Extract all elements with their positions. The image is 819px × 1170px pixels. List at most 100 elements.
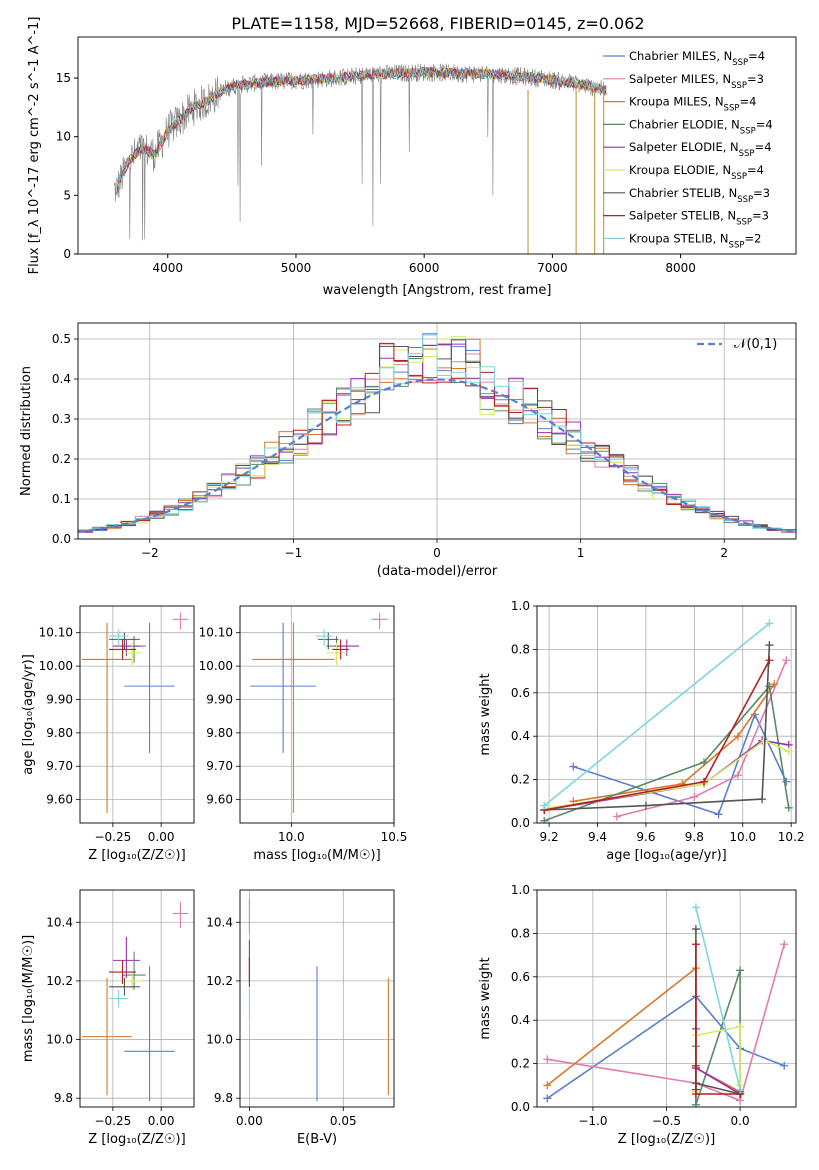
y-tick-label: 10.10 — [39, 626, 73, 640]
y-tick-label: 9.8 — [214, 1091, 233, 1105]
x-tick-label: 0.0 — [731, 1114, 750, 1128]
legend-label: Salpeter ELODIE, NSSP=4 — [629, 140, 772, 159]
weight-marker — [691, 925, 700, 934]
weight-marker — [736, 1085, 745, 1094]
legend-label: Salpeter MILES, NSSP=3 — [629, 72, 764, 91]
y-tick-label: 9.60 — [46, 793, 73, 807]
legend-label-main: Chabrier STELIB, N — [629, 186, 737, 200]
x-tick-label: 9.2 — [540, 830, 559, 844]
x-axis-label: Z [log₁₀(Z/Z☉)] — [88, 1132, 185, 1147]
y-axis-label: Normed distribution — [19, 366, 34, 496]
x-tick-label: 7000 — [537, 261, 568, 275]
y-tick-label: 0.4 — [52, 372, 71, 386]
weight-marker — [784, 747, 793, 756]
y-tick-label: 0.0 — [52, 532, 71, 546]
y-tick-label: 10.4 — [46, 915, 73, 929]
x-axis-label: (data-model)/error — [377, 564, 498, 579]
plot-area-spectrum — [113, 63, 607, 254]
weight-marker — [782, 656, 791, 665]
legend-label-main: Salpeter STELIB, N — [629, 209, 736, 223]
weight-marker — [758, 795, 767, 804]
panel-mass-vs-ebv: 0.00 0.05 9.8 10.0 10.2 10.4 E(B-V) — [206, 889, 395, 1147]
figure-title: PLATE=1158, MJD=52668, FIBERID=0145, z=0… — [231, 14, 644, 33]
gaussian-curve — [78, 378, 796, 534]
y-tick-label: 0 — [63, 247, 71, 261]
legend-label: Kroupa STELIB, NSSP=2 — [629, 231, 761, 250]
legend-label-sub: SSP — [739, 149, 755, 159]
y-tick-label: 0.4 — [511, 729, 530, 743]
plot-area-age-vs-z — [81, 612, 189, 813]
legend-label: 𝒩(0,1) — [734, 337, 777, 352]
x-axis-label: age [log₁₀(age/yr)] — [606, 848, 727, 863]
legend-label-main: Salpeter MILES, N — [629, 72, 731, 86]
x-tick-label: 0.00 — [148, 1114, 175, 1128]
weight-marker — [780, 1061, 789, 1070]
y-tick-label: 9.80 — [46, 726, 73, 740]
legend-label-main: Kroupa ELODIE, N — [629, 163, 731, 177]
x-tick-label: 5000 — [281, 261, 312, 275]
weight-marker — [714, 810, 723, 819]
x-tick-label: 8000 — [665, 261, 696, 275]
x-axis-label: Z [log₁₀(Z/Z☉)] — [618, 1132, 715, 1147]
residual-histogram — [78, 342, 796, 539]
legend-label-suffix: =4 — [756, 117, 773, 131]
weight-series-line — [573, 683, 775, 803]
x-tick-label: 0.00 — [148, 830, 175, 844]
legend-label-suffix: =3 — [752, 209, 769, 223]
legend-label-sub: SSP — [736, 218, 752, 228]
x-tick-label: −1 — [285, 546, 303, 560]
weight-marker — [782, 777, 791, 786]
x-tick-label: 9.4 — [588, 830, 607, 844]
y-tick-label: 9.70 — [206, 759, 233, 773]
legend-label-main: Kroupa MILES, N — [629, 95, 724, 109]
x-axis-label: mass [log₁₀(M/M☉)] — [253, 848, 380, 863]
weight-marker — [691, 1089, 700, 1098]
y-tick-label: 0.5 — [52, 332, 71, 346]
y-tick-label: 10.4 — [206, 915, 233, 929]
weight-series-line — [695, 907, 741, 1090]
legend-label-main: Chabrier MILES, N — [629, 49, 732, 63]
weight-marker — [770, 680, 779, 689]
x-axis-label: E(B-V) — [297, 1132, 337, 1147]
y-tick-label: 9.70 — [46, 759, 73, 773]
panel-weight-vs-age: 9.2 9.4 9.6 9.8 10.0 10.2 0.0 0.2 0.4 0.6 0.8 1.0 ag… — [478, 599, 805, 863]
weight-marker — [612, 812, 621, 821]
legend-label-suffix: =3 — [747, 72, 764, 86]
y-tick-label: 15 — [56, 71, 71, 85]
plot-area-mass-vs-z — [81, 901, 189, 1102]
y-tick-label: 1.0 — [511, 599, 530, 613]
y-tick-label: 0.3 — [52, 412, 71, 426]
weight-marker — [543, 1094, 552, 1103]
axes-frame — [239, 605, 395, 824]
legend-label-suffix: =4 — [747, 163, 764, 177]
legend-label-suffix: =4 — [755, 140, 772, 154]
x-tick-label: −0.25 — [94, 830, 131, 844]
legend-label-suffix: =3 — [753, 186, 770, 200]
legend-label-sub: SSP — [732, 58, 748, 68]
x-tick-label: 4000 — [152, 261, 183, 275]
legend-label: Kroupa MILES, NSSP=4 — [629, 95, 756, 114]
x-tick-label: 10.0 — [729, 830, 756, 844]
y-axis-label: mass weight — [478, 957, 493, 1039]
x-tick-label: 6000 — [409, 261, 440, 275]
y-tick-label: 0.8 — [511, 926, 530, 940]
weight-marker — [690, 792, 699, 801]
y-tick-label: 10.00 — [199, 659, 233, 673]
weight-marker — [540, 801, 549, 810]
axes-frame — [239, 889, 395, 1108]
y-tick-label: 0.6 — [511, 686, 530, 700]
weight-series-line — [546, 995, 785, 1099]
weight-series-line — [544, 645, 771, 811]
y-tick-label: 1.0 — [511, 883, 530, 897]
y-axis-label: mass [log₁₀(M/M☉)] — [21, 935, 36, 1062]
y-axis-label: age [log₁₀(age/yr)] — [21, 654, 36, 775]
weight-marker — [700, 758, 709, 767]
x-tick-label: 9.6 — [636, 830, 655, 844]
legend-label-sub: SSP — [729, 240, 745, 250]
y-tick-label: 10.0 — [206, 1033, 233, 1047]
legend-label-main: Chabrier ELODIE, N — [629, 117, 740, 131]
weight-marker — [543, 1055, 552, 1064]
x-tick-label: −0.25 — [94, 1114, 131, 1128]
